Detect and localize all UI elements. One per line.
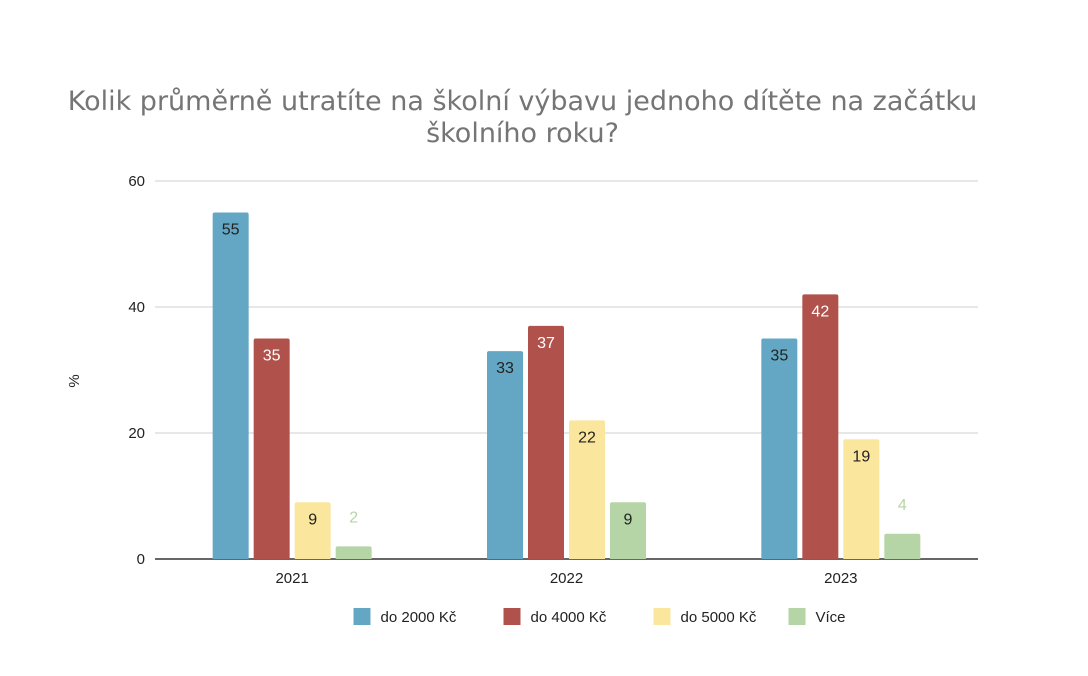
chart-title: Kolik průměrně utratíte na školní výbavu…	[0, 86, 1045, 150]
x-tick-label: 2023	[824, 570, 857, 587]
legend-swatch	[788, 608, 806, 625]
y-tick-label: 20	[128, 425, 145, 442]
y-tick-label: 40	[128, 299, 145, 316]
data-label: 33	[496, 360, 514, 377]
chart-title-line-1: Kolik průměrně utratíte na školní výbavu…	[67, 86, 978, 117]
axes: % 0 20 40 60 2021 2022 2023	[66, 173, 858, 587]
bar	[487, 351, 523, 559]
y-tick-label: 60	[128, 173, 145, 190]
x-tick-label: 2021	[275, 570, 308, 587]
legend-swatch	[503, 608, 521, 625]
legend-label: do 2000 Kč	[381, 609, 457, 626]
bar	[335, 546, 372, 559]
data-label: 35	[263, 348, 281, 365]
gridlines	[155, 180, 978, 560]
y-tick-label: 0	[137, 551, 145, 568]
legend: do 2000 Kč do 4000 Kč do 5000 Kč Více	[353, 608, 846, 626]
data-label: 19	[852, 448, 870, 465]
data-label: 22	[578, 429, 596, 446]
bar	[843, 439, 880, 559]
bar	[212, 212, 249, 559]
bar	[569, 420, 605, 559]
data-label: 4	[898, 497, 907, 514]
legend-label: Více	[816, 609, 846, 626]
bar	[528, 325, 564, 559]
chart-title-line-2: školního roku?	[426, 118, 619, 149]
data-label: 42	[811, 303, 829, 320]
legend-label: do 5000 Kč	[681, 609, 757, 626]
legend-swatch	[353, 608, 371, 625]
bar	[761, 338, 798, 559]
bar	[253, 338, 290, 559]
legend-label: do 4000 Kč	[531, 609, 607, 626]
data-label: 9	[624, 511, 633, 528]
y-axis-title: %	[66, 374, 83, 387]
bars	[212, 212, 921, 559]
bar	[884, 533, 921, 559]
legend-swatch	[653, 608, 671, 625]
data-label: 55	[222, 222, 240, 239]
data-label: 2	[349, 509, 358, 526]
data-label: 35	[770, 348, 788, 365]
bar	[610, 502, 646, 559]
x-tick-label: 2022	[550, 570, 583, 587]
data-label: 9	[308, 511, 317, 528]
bar	[294, 502, 331, 559]
data-label: 37	[537, 335, 555, 352]
data-labels: 55 35 9 2 33 37 22 9 35 42 19 4	[222, 222, 907, 529]
bar	[802, 294, 839, 559]
